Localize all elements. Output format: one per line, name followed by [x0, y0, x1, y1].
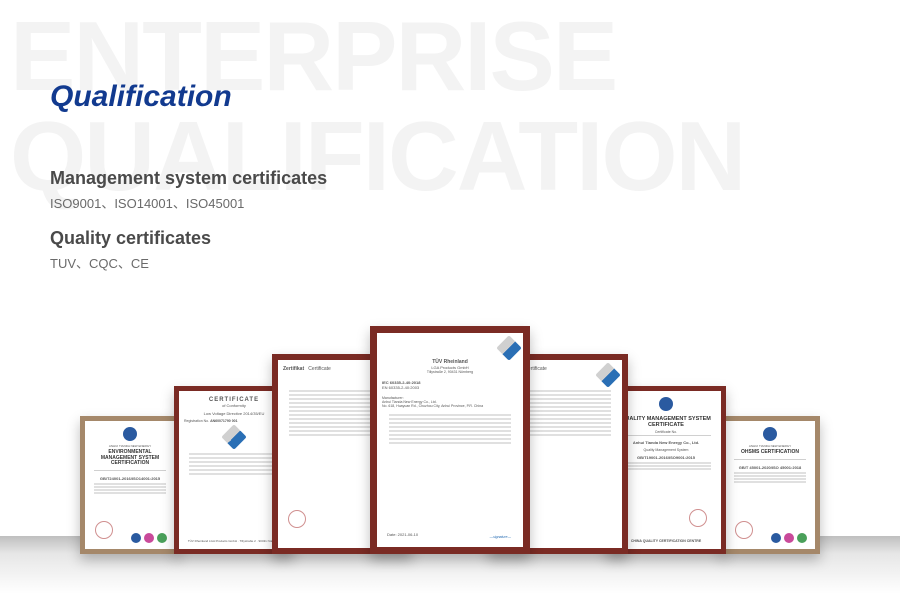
cert-logo-icon [123, 427, 137, 441]
signature: —signature— [490, 535, 511, 539]
cert-standard: GB/T 45001-2020/ISO 45001:2018 [739, 465, 802, 470]
badge-row [771, 533, 807, 543]
cqc-logo-icon [659, 397, 673, 411]
section-quality: Quality certificates TUV、CQC、CE [50, 228, 211, 272]
cert-standard: GB/T24001-2016/ISO14001:2015 [100, 476, 160, 481]
section-heading: Quality certificates [50, 228, 211, 249]
cert-issuer: CHINA QUALITY CERTIFICATION CENTRE [631, 539, 701, 543]
page-title: Qualification [50, 80, 232, 114]
cert-title: QUALITY MANAGEMENT SYSTEM CERTIFICATE [616, 416, 716, 428]
badge-row [131, 533, 167, 543]
certificate-env-mgmt: ANHUI TIANDA NEW ENERGY ENVIRONMENTAL MA… [80, 416, 180, 554]
section-management: Management system certificates ISO9001、I… [50, 168, 327, 212]
cert-title: Low Voltage Directive 2014/35/EU [204, 411, 265, 416]
cert-footer: TÜV Rheinland LGA Products GmbH · Tillys… [185, 539, 284, 543]
tuv-logo-icon [496, 335, 521, 360]
stamp-icon [288, 510, 306, 528]
cert-title: OHSMS CERTIFICATION [741, 450, 799, 456]
section-heading: Management system certificates [50, 168, 327, 189]
section-body: TUV、CQC、CE [50, 253, 211, 272]
cert-logo-icon [763, 427, 777, 441]
section-body: ISO9001、ISO14001、ISO45001 [50, 193, 327, 212]
cert-org-addr: Tillystraße 2, 90431 Nürnberg [427, 370, 473, 374]
certificates-row: ANHUI TIANDA NEW ENERGY ENVIRONMENTAL MA… [0, 304, 900, 594]
cert-date: Date: 2021-06-10 [387, 532, 418, 537]
stamp-icon [689, 509, 707, 527]
cert-subtitle: ANHUI TIANDA NEW ENERGY [749, 444, 791, 448]
cert-subtitle: ANHUI TIANDA NEW ENERGY [109, 444, 151, 448]
cert-subheader: of Conformity [222, 403, 246, 408]
stamp-icon [95, 521, 113, 539]
tuv-logo-icon [595, 362, 620, 387]
cert-title: ENVIRONMENTAL MANAGEMENT SYSTEM CERTIFIC… [90, 450, 170, 467]
stamp-icon [735, 521, 753, 539]
certificate-tuv-main: TÜV Rheinland LGA Products GmbH Tillystr… [370, 326, 530, 554]
certificate-ohsms: ANHUI TIANDA NEW ENERGY OHSMS CERTIFICAT… [720, 416, 820, 554]
tuv-logo-icon [221, 424, 246, 449]
